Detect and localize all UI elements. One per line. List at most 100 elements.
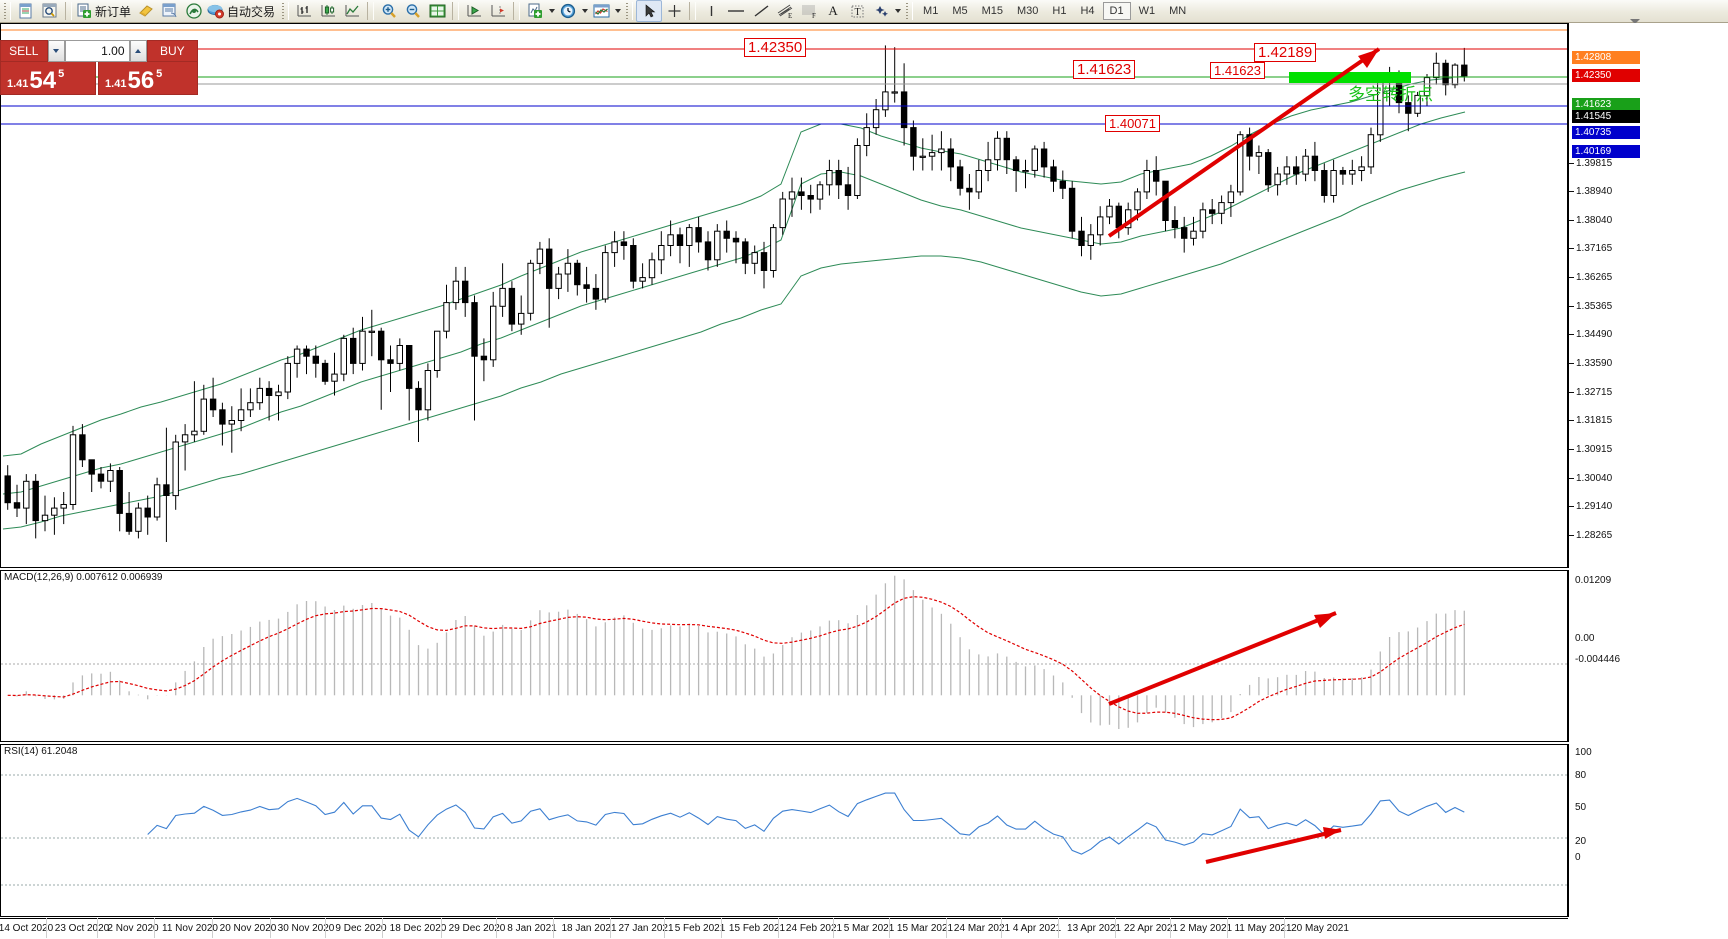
buy-price-display[interactable]: 1.41 56 5 xyxy=(98,62,198,95)
auto-trading-button[interactable]: 自动交易 xyxy=(206,1,278,21)
time-label: 24 Feb 2021 xyxy=(785,923,843,934)
market-watch-icon[interactable] xyxy=(14,1,38,21)
time-axis[interactable]: 14 Oct 2020 23 Oct 2020 2 Nov 2020 11 Nov 2… xyxy=(0,918,1568,939)
toolbar-separator-4 xyxy=(452,2,460,20)
metaeditor-icon[interactable] xyxy=(134,1,158,21)
candlestick-chart-icon[interactable] xyxy=(316,1,340,21)
price-tick: 1.38940 xyxy=(1569,186,1612,197)
text-a-glyph: A xyxy=(828,3,838,18)
cursor-icon[interactable] xyxy=(636,0,663,22)
indicators-icon[interactable] xyxy=(589,1,613,21)
equidistant-channel-icon[interactable]: E xyxy=(773,1,797,21)
fibonacci-icon[interactable]: F xyxy=(797,1,821,21)
periodicity-dropdown-arrow[interactable] xyxy=(580,2,589,20)
time-gridline xyxy=(270,918,271,938)
chart-scroll-indicator-icon[interactable] xyxy=(1630,19,1640,24)
time-label: 11 May 2021 xyxy=(1234,923,1292,934)
price-tick: 1.33590 xyxy=(1569,358,1612,369)
sell-button[interactable]: SELL xyxy=(0,40,48,62)
horizontal-line-icon[interactable] xyxy=(723,1,749,21)
line-chart-icon[interactable] xyxy=(340,1,364,21)
price-chart-svg xyxy=(1,29,1567,542)
rsi-label: RSI(14) 61.2048 xyxy=(4,746,78,757)
time-label: 15 Mar 2021 xyxy=(896,923,954,934)
chart-shift-icon[interactable] xyxy=(486,1,510,21)
sell-price-pips: 54 xyxy=(29,67,57,94)
vertical-line-icon[interactable] xyxy=(699,1,723,21)
price-label-support: 1.40071 xyxy=(1105,115,1160,132)
price-pane[interactable] xyxy=(0,23,1568,568)
zoom-out-icon[interactable] xyxy=(401,1,425,21)
timeframe-m30[interactable]: M30 xyxy=(1017,5,1039,17)
time-label: 14 Oct 2020 xyxy=(0,923,54,934)
data-window-icon[interactable] xyxy=(38,1,62,21)
periodicity-clock-icon[interactable] xyxy=(556,1,580,21)
timeframe-h4[interactable]: H4 xyxy=(1080,5,1095,17)
timeframe-mn[interactable]: MN xyxy=(1169,5,1187,17)
shapes-dropdown-arrow[interactable] xyxy=(893,2,902,20)
signals-icon[interactable] xyxy=(182,1,206,21)
price-tick: 1.39815 xyxy=(1569,158,1612,169)
toolbar-grip-4[interactable] xyxy=(905,2,914,20)
toolbar-grip-2[interactable] xyxy=(281,2,290,20)
macd-tick: 0.00 xyxy=(1575,633,1595,644)
time-label: 8 Jan 2021 xyxy=(507,923,557,934)
toolbar-separator xyxy=(65,2,72,20)
trendline-icon[interactable] xyxy=(749,1,773,21)
timeframe-d1[interactable]: D1 xyxy=(1102,2,1131,20)
timeframe-m15[interactable]: M15 xyxy=(981,5,1003,17)
buy-button[interactable]: BUY xyxy=(146,40,198,62)
price-tick: 1.34490 xyxy=(1569,329,1612,340)
auto-scroll-icon[interactable] xyxy=(462,1,486,21)
new-order-button[interactable]: 新订单 xyxy=(75,1,134,21)
tile-windows-icon[interactable] xyxy=(425,1,449,21)
time-label: 24 Mar 2021 xyxy=(953,923,1011,934)
time-gridline xyxy=(212,918,213,938)
rsi-pane[interactable]: RSI(14) 61.2048 xyxy=(0,744,1568,917)
volume-increment-button[interactable] xyxy=(129,40,147,62)
price-tick: 1.32715 xyxy=(1569,387,1612,398)
macd-uptrend-arrow xyxy=(1108,611,1337,706)
price-axis[interactable]: 1.42808 1.42350 1.41623 1.41545 1.40735 1.401… xyxy=(1568,23,1728,568)
macd-label: MACD(12,26,9) 0.007612 0.006939 xyxy=(4,572,163,583)
bar-chart-icon[interactable] xyxy=(292,1,316,21)
toolbar-separator-5 xyxy=(513,2,521,20)
sell-price-display[interactable]: 1.41 54 5 xyxy=(0,62,97,95)
time-gridline xyxy=(889,918,890,938)
time-label: 13 Apr 2021 xyxy=(1067,923,1121,934)
time-label: 18 Jan 2021 xyxy=(561,923,617,934)
rsi-axis[interactable]: 100 80 50 20 0 xyxy=(1568,744,1728,917)
timeframe-m1[interactable]: M1 xyxy=(923,5,939,17)
macd-chart-svg xyxy=(1,575,1567,729)
volume-decrement-button[interactable] xyxy=(47,40,65,62)
time-gridline xyxy=(46,918,47,938)
price-tick: 1.30915 xyxy=(1569,444,1612,455)
time-gridline xyxy=(1115,918,1116,938)
svg-text:F: F xyxy=(812,12,816,19)
timeframe-h1[interactable]: H1 xyxy=(1052,5,1067,17)
toolbar-grip-3[interactable] xyxy=(625,2,634,20)
crosshair-icon[interactable] xyxy=(662,1,686,21)
templates-icon[interactable] xyxy=(523,1,547,21)
one-click-trading-panel[interactable]: SELL 1.00 BUY 1.41 54 5 1.41 56 5 xyxy=(0,40,198,95)
text-icon[interactable]: A xyxy=(821,1,845,21)
macd-axis[interactable]: 0.01209 0.00 -0.004446 xyxy=(1568,570,1728,742)
time-label: 9 Dec 2020 xyxy=(335,923,387,934)
toolbar-grip[interactable] xyxy=(3,2,11,20)
navigator-icon[interactable] xyxy=(158,1,182,21)
rsi-uptrend-arrow xyxy=(1205,827,1342,864)
ask-tag: 1.42808 xyxy=(1572,51,1640,64)
timeframe-m5[interactable]: M5 xyxy=(952,5,968,17)
timeframe-w1[interactable]: W1 xyxy=(1138,5,1156,17)
zoom-in-icon[interactable] xyxy=(377,1,401,21)
templates-dropdown-arrow[interactable] xyxy=(547,2,556,20)
indicators-dropdown-arrow[interactable] xyxy=(613,2,622,20)
macd-pane[interactable]: MACD(12,26,9) 0.007612 0.006939 xyxy=(0,570,1568,742)
resistance-tag: 1.42350 xyxy=(1572,69,1640,82)
time-gridline xyxy=(778,918,779,938)
text-label-icon[interactable]: T xyxy=(845,1,869,21)
shapes-icon[interactable] xyxy=(869,1,893,21)
time-label: 23 Oct 2020 xyxy=(54,923,110,934)
volume-input[interactable]: 1.00 xyxy=(64,40,130,62)
